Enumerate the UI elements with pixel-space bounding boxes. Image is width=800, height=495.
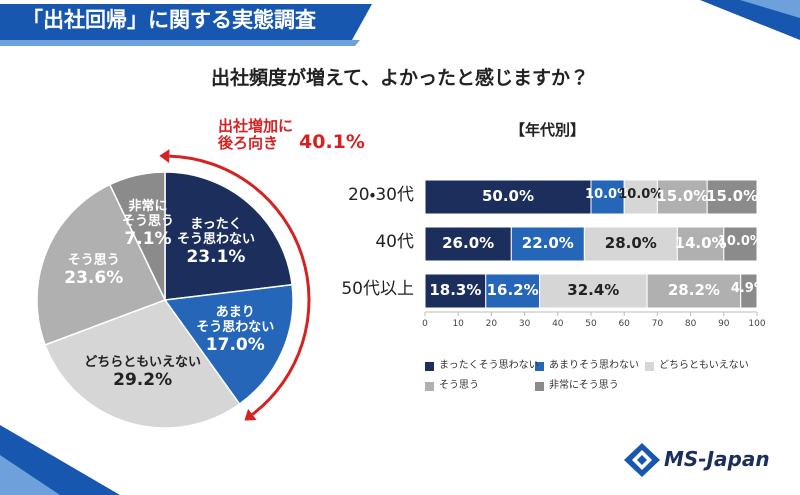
bar-value-label: 16.2% — [486, 281, 539, 299]
bar-segment — [723, 226, 758, 262]
bar-value-label: 32.4% — [567, 281, 620, 299]
bar-value-label: 10.0% — [585, 187, 631, 202]
pie-label: どちらともいえない 29.2% — [73, 345, 213, 401]
pie-category: 非常に そう思う — [121, 199, 174, 230]
bar-segment — [656, 179, 708, 215]
bar-segment — [706, 179, 758, 215]
legend-swatch — [535, 382, 544, 391]
bar-segment — [424, 226, 512, 262]
pie-value: 23.1% — [186, 246, 246, 267]
pie-value: 7.1% — [124, 229, 172, 250]
pie-category: あまり そう思わない — [196, 305, 275, 336]
pie-value: 29.2% — [113, 370, 173, 391]
pie-label: あまり そう思わない 17.0% — [165, 303, 305, 359]
pie-label: 非常に そう思う 7.1% — [78, 197, 218, 253]
bar-value-label: 10.0% — [717, 234, 763, 249]
pie-category: まったく そう思わない — [176, 216, 255, 247]
legend-label: どちらともいえない — [659, 360, 749, 371]
bar-segment — [676, 226, 725, 262]
legend-label: そう思う — [439, 380, 479, 391]
annotation-arrowhead — [244, 408, 257, 421]
header-stripe — [0, 40, 360, 46]
x-tick-label: 100 — [748, 319, 766, 329]
annotation-arc — [169, 154, 311, 416]
logo-text: MS-Japan — [664, 447, 770, 471]
x-tick-label: 30 — [518, 319, 531, 329]
bar-value-label: 28.0% — [604, 234, 657, 252]
pie-slice — [108, 171, 166, 301]
logo-icon — [624, 443, 660, 477]
pie-slice — [44, 299, 241, 429]
pie-slice — [36, 183, 167, 346]
annotation: 出社増加に 後ろ向き 40.1% — [218, 117, 365, 153]
pie-label: まったく そう思わない 23.1% — [146, 215, 286, 271]
bar-value-label: 10.0% — [618, 187, 664, 202]
bar-segment — [424, 273, 487, 309]
bar-value-label: 28.2% — [667, 281, 720, 299]
legend-label: 非常にそう思う — [549, 380, 619, 391]
legend-label: あまりそう思わない — [549, 360, 639, 371]
header-banner — [0, 4, 372, 40]
bar-value-label: 14.0% — [674, 234, 727, 252]
bar-value-label: 22.0% — [521, 234, 574, 252]
pie-label: そう思う 23.6% — [24, 243, 164, 299]
bar-segment — [740, 273, 758, 309]
bar-value-label: 26.0% — [442, 234, 495, 252]
bar-value-label: 50.0% — [481, 187, 535, 205]
x-tick-label: 60 — [618, 319, 630, 329]
bar-segment — [583, 226, 678, 262]
corner-decoration — [0, 455, 60, 495]
y-tick-label: 20・30代 — [347, 185, 414, 205]
x-tick-label: 50 — [585, 319, 597, 329]
annotation-arrowhead — [159, 149, 170, 164]
y-tick-label: 40代 — [375, 232, 414, 252]
x-tick-label: 90 — [718, 319, 730, 329]
pie-slice — [164, 171, 293, 301]
bar-value-label: 15.0% — [706, 187, 759, 205]
annotation-value: 40.1% — [299, 130, 365, 153]
x-tick-label: 20 — [485, 319, 498, 329]
annotation-text: 出社増加に 後ろ向き — [218, 117, 294, 153]
bar-value-label: 4.9% — [730, 281, 767, 296]
legend-swatch — [535, 362, 544, 371]
pie-category: そう思う — [67, 253, 120, 269]
pie-value: 23.6% — [64, 267, 124, 288]
x-tick-label: 10 — [452, 319, 464, 329]
header-title: 「出社回帰」に関する実態調査 — [22, 8, 316, 32]
bar-segment — [485, 273, 541, 309]
legend-label: まったくそう思わない — [439, 360, 539, 371]
chart-title: 【年代別】 — [510, 121, 586, 139]
pie-category: どちらともいえない — [84, 355, 202, 371]
legend-swatch — [645, 362, 654, 371]
x-tick-label: 40 — [552, 319, 564, 329]
bar-segment — [646, 273, 742, 309]
pie-slice — [163, 283, 294, 406]
bar-segment — [424, 179, 592, 215]
y-tick-label: 50代以上 — [341, 279, 414, 299]
bar-value-label: 15.0% — [656, 187, 709, 205]
question: 出社頻度が増えて、よかったと感じますか？ — [210, 67, 590, 89]
corner-decoration — [740, 0, 800, 18]
pie-value: 17.0% — [205, 335, 265, 356]
legend-swatch — [425, 382, 434, 391]
x-tick-label: 0 — [422, 319, 428, 329]
x-tick-label: 80 — [684, 319, 697, 329]
x-tick-label: 70 — [651, 319, 664, 329]
bar-value-label: 18.3% — [429, 281, 482, 299]
legend-swatch — [425, 362, 434, 371]
